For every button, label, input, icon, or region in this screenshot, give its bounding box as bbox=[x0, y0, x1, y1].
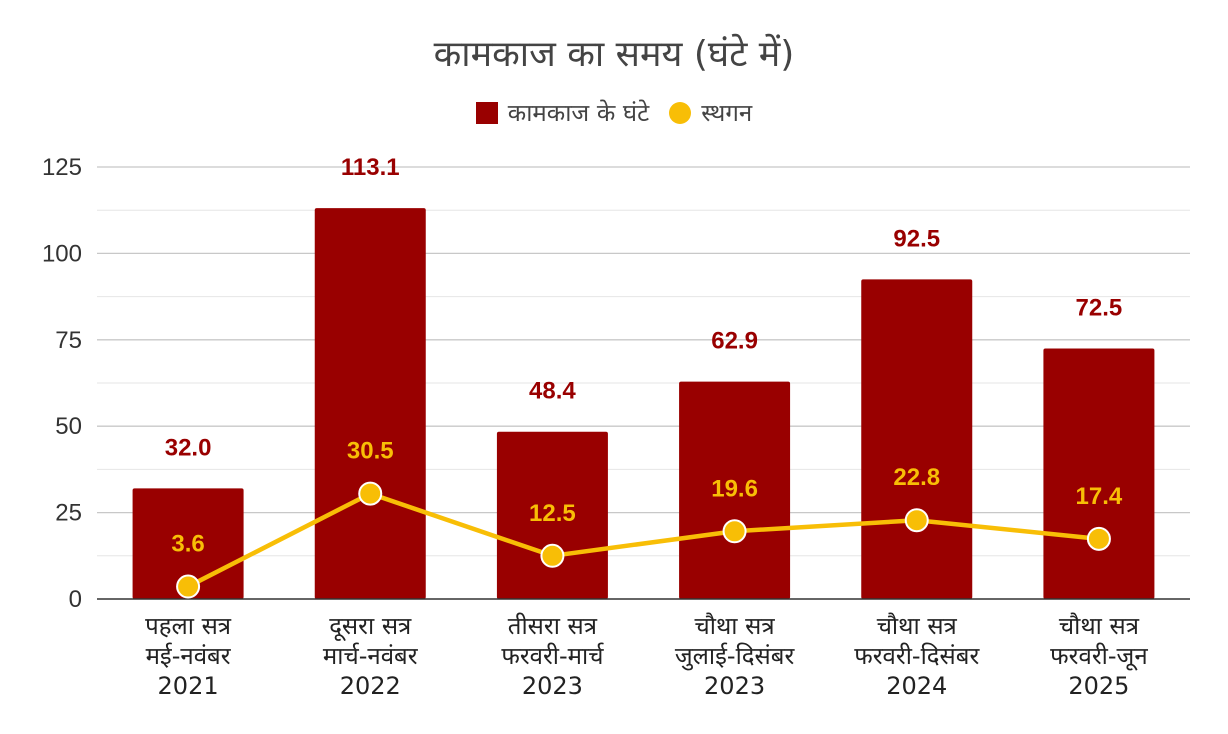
legend-label-work-hours: कामकाज के घंटे bbox=[507, 99, 650, 127]
line-point bbox=[904, 508, 929, 533]
x-category-label: 2025 bbox=[1068, 672, 1129, 700]
chart-title: कामकाज का समय (घंटे में) bbox=[433, 34, 795, 75]
x-category-label: चौथा सत्र bbox=[877, 612, 958, 640]
x-category-label: चौथा सत्र bbox=[695, 612, 776, 640]
bar bbox=[314, 208, 426, 599]
x-category-label: मार्च-नवंबर bbox=[323, 642, 419, 670]
line-data-label: 12.5 bbox=[529, 500, 576, 527]
x-category-label: फरवरी-जून bbox=[1050, 642, 1148, 671]
bar-data-label: 48.4 bbox=[529, 378, 576, 405]
series-line-adjournment bbox=[187, 491, 1100, 589]
x-category-label: तीसरा सत्र bbox=[508, 612, 598, 640]
legend-swatch-work-hours bbox=[475, 101, 498, 124]
bar bbox=[496, 431, 608, 599]
y-tick-label: 50 bbox=[55, 413, 82, 440]
line-point bbox=[1086, 526, 1111, 551]
line-data-label: 3.6 bbox=[171, 531, 204, 558]
line-data-label: 19.6 bbox=[711, 475, 758, 502]
x-category-label: चौथा सत्र bbox=[1059, 612, 1140, 640]
bar-data-label: 113.1 bbox=[341, 154, 400, 181]
line-point bbox=[176, 574, 201, 599]
y-tick-label: 75 bbox=[55, 327, 82, 354]
line-point bbox=[540, 543, 565, 568]
line-data-label: 17.4 bbox=[1076, 483, 1123, 510]
bar-data-label: 92.5 bbox=[893, 225, 940, 252]
x-category-label: 2021 bbox=[158, 672, 219, 700]
y-tick-label: 25 bbox=[55, 500, 82, 527]
legend-item-work-hours: कामकाज के घंटे bbox=[475, 96, 650, 129]
legend-label-adjournment: स्थगन bbox=[701, 99, 753, 127]
bar bbox=[861, 279, 973, 599]
x-category-label: 2023 bbox=[522, 672, 583, 700]
y-tick-label: 0 bbox=[69, 586, 82, 613]
x-category-label: 2022 bbox=[340, 672, 401, 700]
legend-item-adjournment: स्थगन bbox=[669, 96, 752, 129]
x-category-label: मई-नवंबर bbox=[146, 642, 232, 670]
y-tick-label: 125 bbox=[42, 154, 82, 181]
legend-swatch-adjournment bbox=[669, 101, 692, 124]
x-category-label: फरवरी-दिसंबर bbox=[854, 642, 980, 670]
x-category-label: पहला सत्र bbox=[145, 612, 232, 640]
x-category-label: 2024 bbox=[886, 672, 947, 700]
line-point bbox=[358, 481, 383, 506]
chart-legend: कामकाज के घंटे स्थगन bbox=[0, 96, 1228, 129]
bar bbox=[1043, 348, 1155, 599]
x-category-label: 2023 bbox=[704, 672, 765, 700]
bar bbox=[679, 381, 791, 599]
bar-data-label: 32.0 bbox=[165, 434, 212, 461]
x-category-label: फरवरी-मार्च bbox=[501, 642, 604, 670]
x-category-label: दूसरा सत्र bbox=[329, 612, 412, 642]
x-category-label: जुलाई-दिसंबर bbox=[675, 642, 796, 671]
line-data-label: 22.8 bbox=[893, 464, 940, 491]
line-data-label: 30.5 bbox=[347, 438, 394, 465]
bar-data-label: 72.5 bbox=[1076, 294, 1123, 321]
y-tick-label: 100 bbox=[42, 240, 82, 267]
line-point bbox=[722, 519, 747, 544]
bar-data-label: 62.9 bbox=[711, 328, 758, 355]
